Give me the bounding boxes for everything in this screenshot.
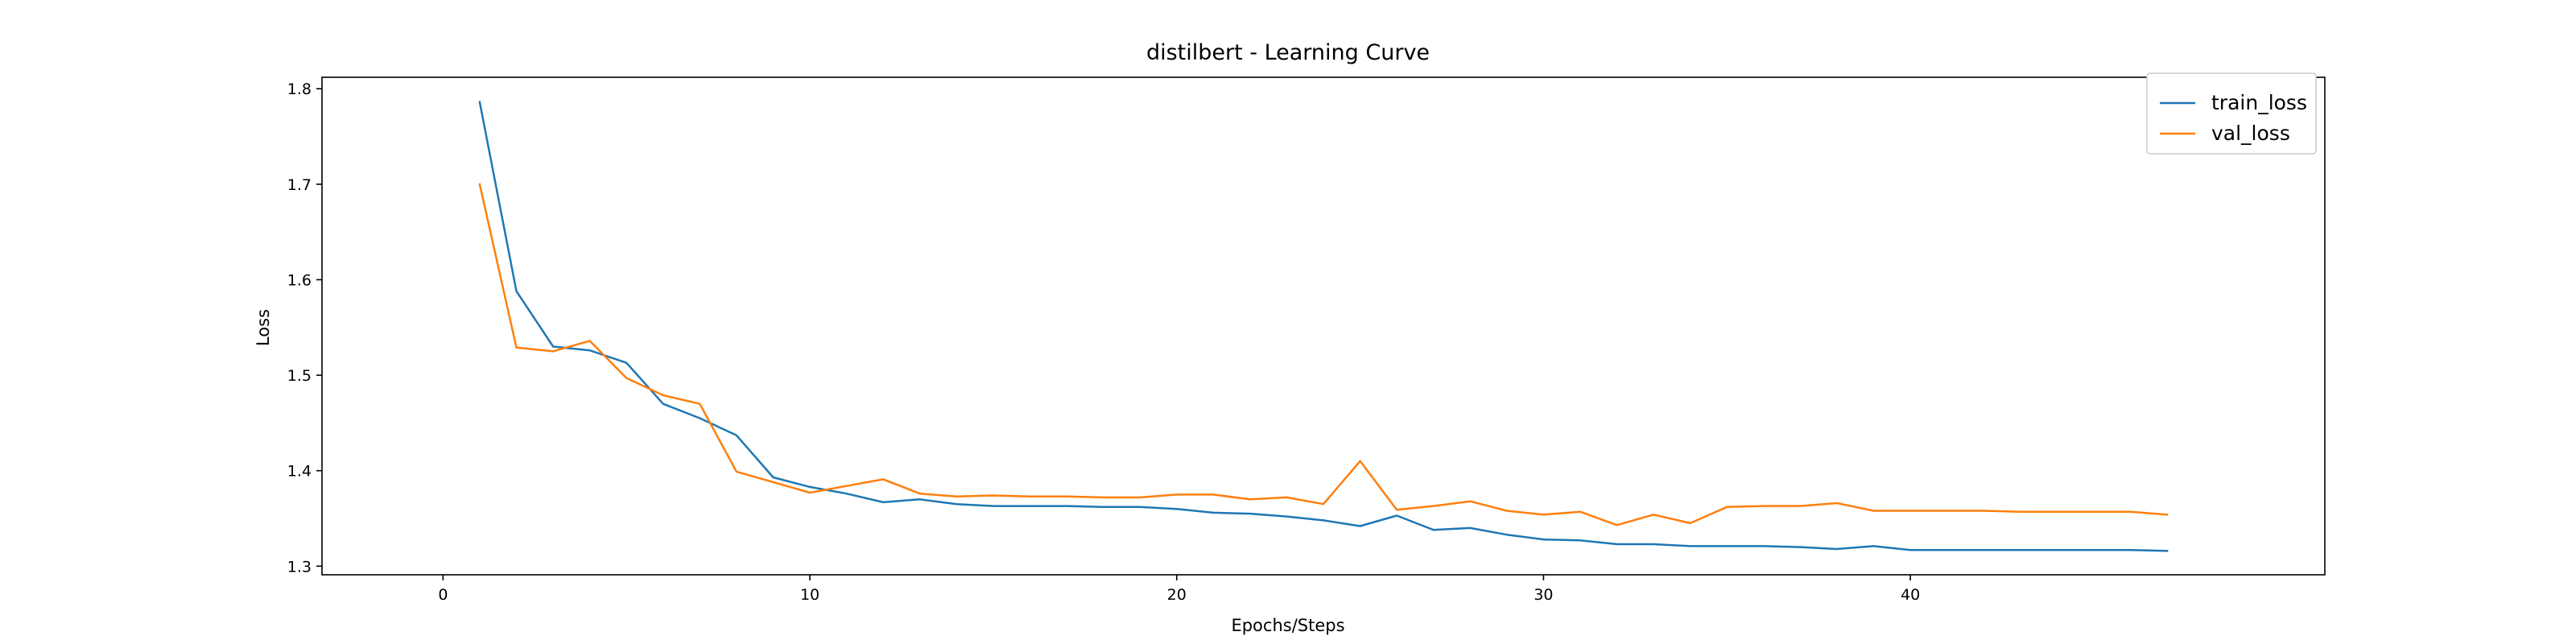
series-line-train-loss — [478, 101, 2169, 552]
y-tick-label: 1.3 — [287, 558, 312, 576]
x-tick-label: 20 — [1167, 586, 1187, 604]
y-tick-label: 1.8 — [287, 80, 312, 98]
x-tick-label: 40 — [1901, 586, 1920, 604]
legend-label-val-loss: val_loss — [2211, 122, 2290, 145]
y-axis-label: Loss — [254, 309, 273, 346]
x-tick-label: 0 — [438, 586, 448, 604]
x-tick-label: 10 — [800, 586, 819, 604]
x-tick-label: 30 — [1534, 586, 1553, 604]
legend: train_loss val_loss — [2146, 72, 2317, 155]
legend-label-train-loss: train_loss — [2211, 91, 2307, 114]
y-tick-label: 1.5 — [287, 367, 312, 385]
y-tick-label: 1.7 — [287, 176, 312, 194]
plot-area: 0 10 20 30 40 1.3 1.4 1.5 1.6 1.7 1.8 — [287, 76, 2326, 604]
x-axis-label: Epochs/Steps — [1231, 616, 1344, 635]
series-line-val-loss — [478, 183, 2169, 526]
y-tick-label: 1.4 — [287, 463, 312, 481]
y-tick-label: 1.6 — [287, 271, 312, 289]
axes-frame — [321, 76, 2326, 576]
chart-title: distilbert - Learning Curve — [1146, 40, 1430, 65]
